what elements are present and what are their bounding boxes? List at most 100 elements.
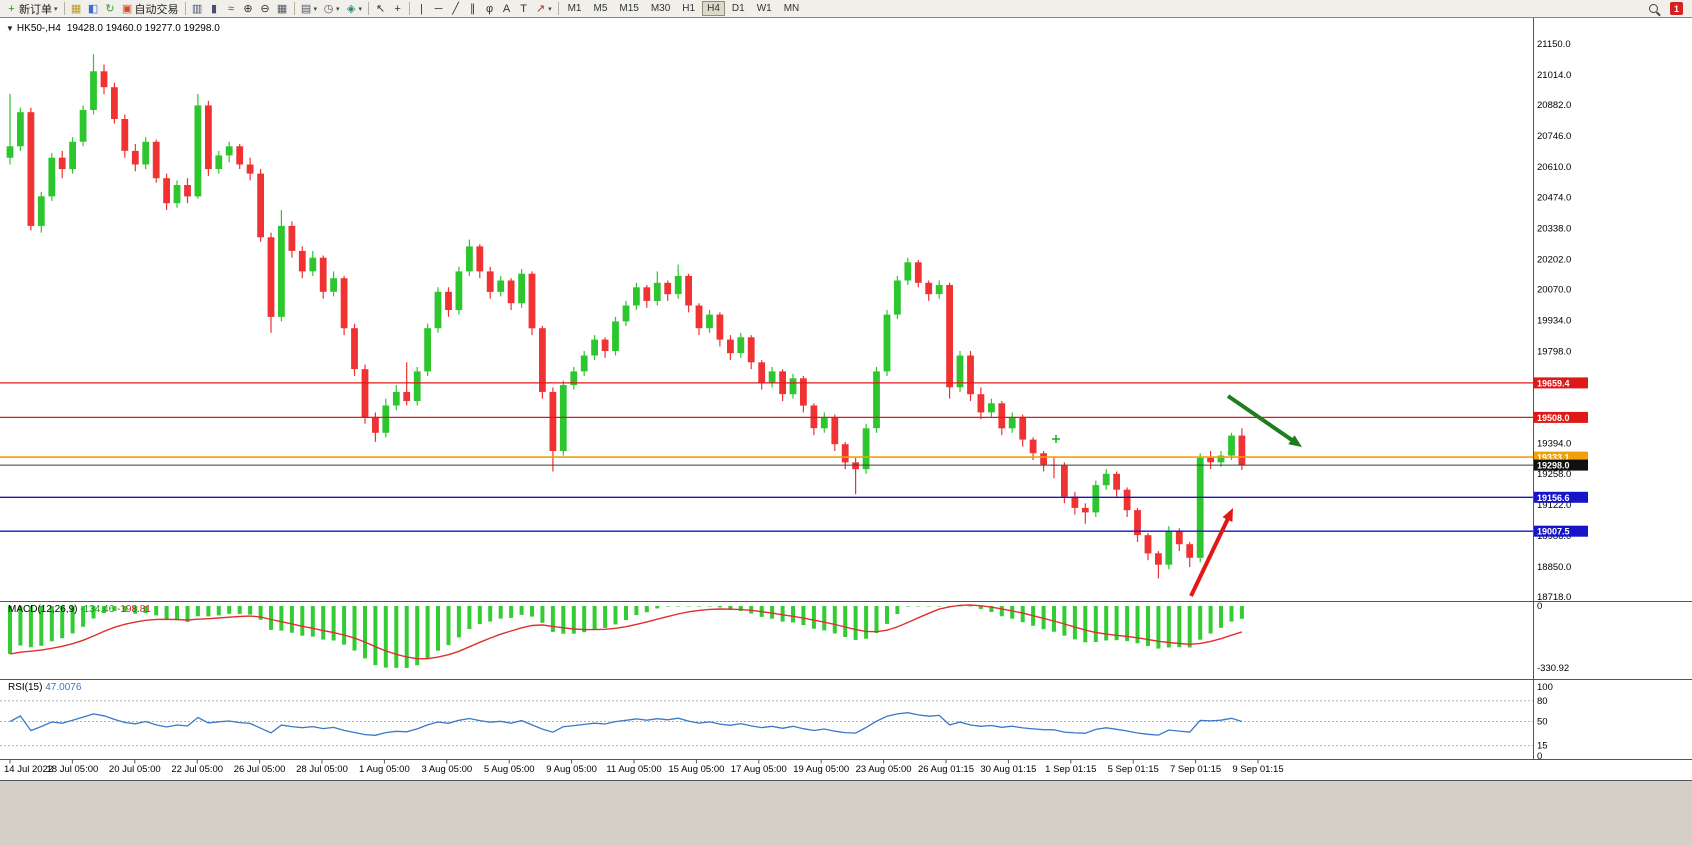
channel-button[interactable]: ∥ [464,1,481,17]
bar-chart-button[interactable]: ▥ [189,1,206,17]
macd-histogram-bar [905,606,910,607]
candle-body [852,462,859,470]
time-axis-label: 1 Sep 01:15 [1045,764,1096,775]
fibonacci-button[interactable]: φ [481,1,498,17]
toolbar-separator [409,2,411,15]
trendline-button[interactable]: ╱ [447,1,464,17]
new-order-icon: + [8,2,15,15]
macd-signal-line [9,604,1243,660]
timeframe-m15-button[interactable]: M15 [619,3,639,14]
macd-histogram-bar [81,606,86,627]
candle-body [257,173,264,238]
trend-arrow-head [1288,435,1302,447]
candle-body [894,280,901,315]
market-watch-button[interactable]: ◧ [85,1,102,17]
macd-histogram-bar [613,606,618,625]
macd-histogram-bar [1166,606,1171,648]
refresh-button[interactable]: ↻ [102,1,119,17]
candle-body [1196,457,1204,558]
new-chart-button[interactable]: ▤ ▾ [298,1,321,17]
macd-axis-zero: 0 [1537,601,1542,612]
timeframe-h4-button[interactable]: H4 [702,1,725,16]
arrow-objects-icon: ↗ [535,2,546,15]
macd-histogram-bar [28,606,33,648]
timeframe-w1-button[interactable]: W1 [756,3,772,14]
collapse-icon[interactable]: ▼ [6,24,14,33]
timeframe-m1-button[interactable]: M1 [567,3,582,14]
macd-histogram-bar [289,606,294,633]
channel-icon: ∥ [469,2,476,15]
line-chart-button[interactable]: ≈ [223,1,240,17]
timeframe-m30-button[interactable]: M30 [650,3,671,14]
macd-histogram-bar [1229,606,1234,622]
macd-histogram-bar [39,606,44,646]
notification-badge[interactable]: 1 [1670,2,1683,15]
price-badge [1534,525,1588,537]
candle-body [392,391,400,406]
macd-histogram-bar [895,606,900,614]
price-axis-tick: 19798.0 [1537,346,1571,357]
macd-histogram-bar [1239,606,1244,619]
candle-body [1102,473,1110,486]
rsi-name: RSI(15) [8,682,43,693]
candle-body [747,337,755,363]
macd-histogram-bar [697,606,701,607]
arrows-button[interactable]: ↗ ▾ [532,1,555,17]
new-order-button[interactable]: + 新订单 ▾ [3,1,61,17]
candle-body [633,287,640,306]
macd-histogram-bar [1083,606,1088,643]
time-axis-label: 14 Jul 2022 [4,764,53,775]
macd-histogram-bar [1114,606,1119,641]
time-axis-label: 11 Aug 05:00 [606,764,661,775]
macd-histogram-bar [655,606,660,609]
profiles-button[interactable]: ◷ ▾ [320,1,343,17]
crosshair-button[interactable]: + [389,1,406,17]
timeframe-mn-button[interactable]: MN [783,3,800,14]
autotrade-button[interactable]: ▣ 自动交易 [119,1,182,17]
candle-body [1123,489,1131,511]
timeframe-d1-button[interactable]: D1 [731,3,745,14]
vertical-line-button[interactable]: | [413,1,430,17]
rsi-axis-tick: 100 [1537,682,1553,693]
candle-body [1144,535,1152,554]
text-button[interactable]: A [498,1,515,17]
time-axis-label: 1 Aug 05:00 [359,764,410,775]
macd-histogram-bar [832,606,837,634]
macd-histogram-bar [331,606,336,641]
macd-histogram-bar [373,606,378,666]
time-axis-label: 18 Jul 05:00 [47,764,99,775]
zoom-in-button[interactable]: ⊕ [240,1,257,17]
price-badge-value: 19298.0 [1537,461,1570,471]
candle-body [225,146,233,156]
horizontal-line-icon: ─ [434,2,443,15]
macd-histogram-bar [1177,606,1182,648]
candle-body [727,339,734,354]
tile-windows-button[interactable]: ▦ [274,1,291,17]
rsi-axis-tick: 50 [1537,717,1548,728]
cursor-button[interactable]: ↖ [372,1,389,17]
fibonacci-icon: φ [485,2,494,15]
horizontal-line-button[interactable]: ─ [430,1,447,17]
label-button[interactable]: T [515,1,532,17]
candlestick-chart-button[interactable]: ▮ [206,1,223,17]
candle-body [288,225,296,251]
timeframe-m5-button[interactable]: M5 [593,3,608,14]
candle-body [173,185,181,204]
charts-button[interactable]: ▦ [68,1,85,17]
macd-histogram-bar [1208,606,1213,634]
zoom-out-button[interactable]: ⊖ [257,1,274,17]
candle-body [977,394,985,413]
candle-body [1071,496,1079,508]
candle-body [1238,435,1246,466]
chevron-down-icon: ▾ [548,5,552,13]
price-axis-tick: 20882.0 [1537,100,1571,111]
indicators-button[interactable]: ◈ ▾ [343,1,366,17]
macd-histogram-bar [791,606,795,623]
rsi-axis-tick: 0 [1537,751,1542,762]
macd-histogram-bar [864,606,869,639]
candle-body [1113,473,1120,490]
search-button[interactable] [1646,1,1664,17]
candle-body [319,257,327,292]
timeframe-h1-button[interactable]: H1 [682,3,696,14]
